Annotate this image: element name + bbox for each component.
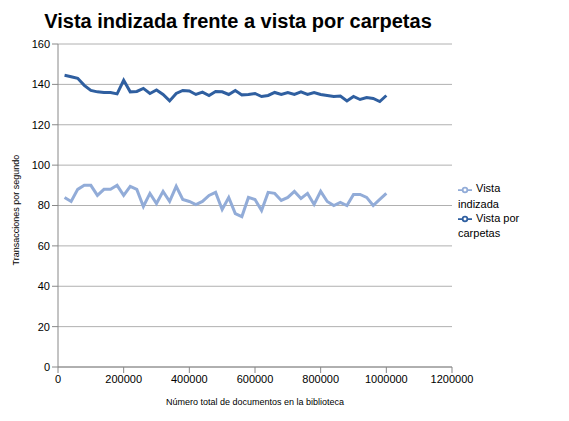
svg-text:140: 140 <box>32 78 50 90</box>
svg-text:600000: 600000 <box>237 373 274 385</box>
html-text:Vista indizada: Vista indizada <box>458 182 501 210</box>
html-text:Vista indizada frente a vista: Vista indizada frente a vista por carpet… <box>44 10 432 32</box>
svg-text:60: 60 <box>38 240 50 252</box>
svg-text:100: 100 <box>32 159 50 171</box>
svg-text:800000: 800000 <box>302 373 339 385</box>
svg-text:200000: 200000 <box>105 373 142 385</box>
svg-text:400000: 400000 <box>171 373 208 385</box>
svg-text:20: 20 <box>38 321 50 333</box>
svg-text:1200000: 1200000 <box>431 373 474 385</box>
svg-text:Transacciones por segundo: Transacciones por segundo <box>11 155 21 266</box>
svg-text:80: 80 <box>38 199 50 211</box>
svg-text:40: 40 <box>38 280 50 292</box>
svg-text:Número total de documentos en: Número total de documentos en la bibliot… <box>166 397 344 407</box>
svg-text:1000000: 1000000 <box>365 373 408 385</box>
svg-text:0: 0 <box>55 373 61 385</box>
svg-text:0: 0 <box>44 361 50 373</box>
html-text:Vista por carpetas: Vista por carpetas <box>458 211 520 239</box>
svg-text:120: 120 <box>32 119 50 131</box>
svg-text:160: 160 <box>32 38 50 50</box>
